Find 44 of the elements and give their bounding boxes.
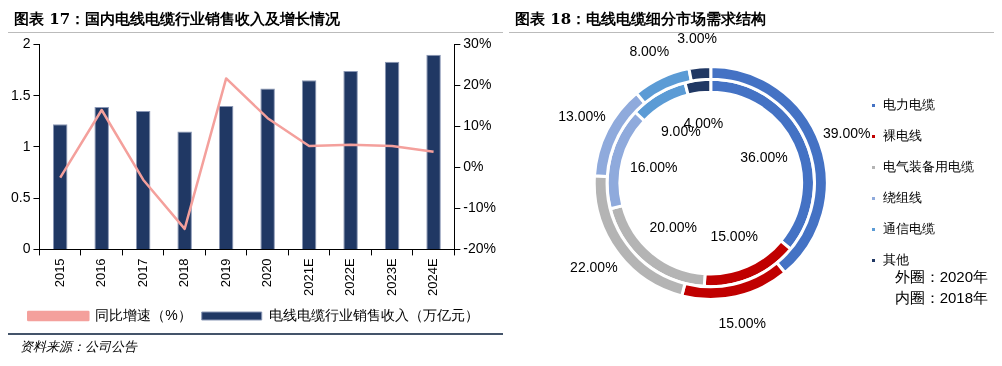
data-label: 15.00% <box>710 227 758 244</box>
data-label: 13.00% <box>558 108 606 125</box>
x-tick-label: 2019 <box>217 258 233 288</box>
y2-tick-label: 0% <box>463 158 484 175</box>
chart-title: 图表 17：国内电线电缆行业销售收入及增长情况 <box>8 8 503 33</box>
y-tick-label: 0 <box>22 240 31 257</box>
legend-label: 绕组线 <box>883 190 922 206</box>
legend-label: 电气装备用电缆 <box>883 159 974 175</box>
y-tick-label: 2 <box>22 35 31 52</box>
data-label: 20.00% <box>649 219 697 236</box>
text: 内圈：2018年 <box>894 288 988 308</box>
x-tick-label: 2021E <box>300 258 316 296</box>
y2-tick-label: 30% <box>463 35 492 52</box>
data-label: 16.00% <box>629 159 678 176</box>
y2-tick-label: -10% <box>463 199 496 216</box>
y-tick-label: 1 <box>22 137 31 154</box>
legend-label: 通信电缆 <box>883 221 935 237</box>
y2-tick-label: -20% <box>463 240 496 257</box>
y-tick-label: 0.5 <box>10 189 31 206</box>
x-tick-label: 2023E <box>383 258 399 296</box>
data-label: 39.00% <box>822 124 871 141</box>
data-label: 3.00% <box>677 30 717 46</box>
data-label: 36.00% <box>740 148 788 165</box>
data-label: 22.00% <box>570 258 618 275</box>
text: 外圈：2020年 <box>894 267 988 287</box>
legend-label: 电力电缆 <box>883 97 935 113</box>
data-label: 8.00% <box>629 43 670 60</box>
y2-tick-label: 10% <box>463 117 492 134</box>
text: 资料来源：公司公告 <box>20 338 139 356</box>
legend-label: 同比增速（%） <box>95 306 192 323</box>
x-tick-label: 2024E <box>425 258 441 296</box>
x-tick-label: 2015 <box>51 258 67 288</box>
legend-label: 其他 <box>883 252 909 268</box>
y2-tick-label: 20% <box>463 76 492 93</box>
x-tick-label: 2016 <box>93 258 109 288</box>
chart-title: 图表 18：电线电缆细分市场需求结构 <box>515 10 767 28</box>
x-tick-label: 2018 <box>176 258 192 288</box>
data-label: 15.00% <box>718 314 767 331</box>
x-tick-label: 2022E <box>342 258 358 296</box>
legend-label: 裸电线 <box>883 128 922 144</box>
x-tick-label: 2020 <box>259 258 275 288</box>
y-tick-label: 1.5 <box>10 86 31 103</box>
x-tick-label: 2017 <box>134 258 150 288</box>
legend-label: 电线电缆行业销售收入（万亿元） <box>268 306 479 323</box>
